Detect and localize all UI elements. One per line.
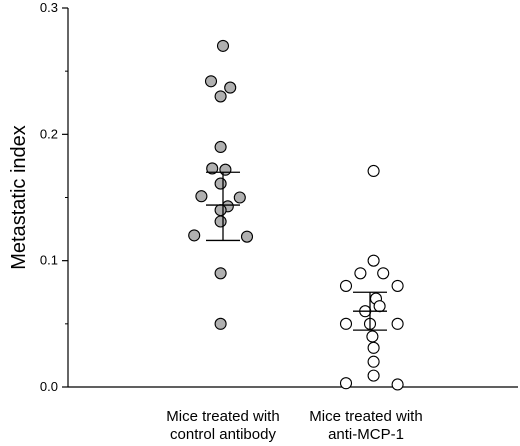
x-category-label: Mice treated with control antibody	[166, 408, 279, 443]
open-data-point	[354, 267, 367, 280]
filled-data-point	[195, 190, 208, 203]
filled-data-point	[216, 39, 230, 52]
open-data-point	[377, 267, 390, 280]
data-points	[188, 39, 404, 391]
y-axis-title: Metastatic index	[8, 125, 30, 270]
open-data-point	[391, 317, 404, 330]
open-data-point	[366, 330, 379, 343]
open-data-point	[391, 279, 404, 292]
x-category-label: Mice treated with anti-MCP-1	[309, 408, 422, 443]
open-data-point	[367, 341, 380, 354]
filled-data-point	[188, 229, 201, 242]
filled-data-point	[233, 191, 246, 204]
filled-data-point	[214, 215, 227, 228]
filled-data-point	[214, 90, 227, 103]
open-data-point	[373, 300, 386, 313]
x-category-label-line: control antibody	[170, 426, 276, 443]
open-data-point	[339, 279, 353, 292]
open-data-point	[391, 378, 404, 391]
filled-data-point	[214, 140, 227, 154]
filled-data-point	[214, 267, 227, 280]
axes	[67, 8, 518, 388]
y-tick-label: 0.0	[40, 379, 58, 394]
filled-data-point	[214, 317, 227, 330]
open-data-point	[339, 377, 353, 390]
y-ticks: 0.0 0.1 0.2 0.3	[40, 0, 68, 394]
filled-data-point	[219, 163, 232, 176]
open-data-point	[367, 254, 380, 267]
open-data-point	[367, 355, 380, 368]
y-tick-label: 0.2	[40, 126, 58, 141]
filled-data-point	[204, 75, 218, 88]
filled-data-point	[206, 162, 219, 175]
filled-data-point	[240, 230, 254, 243]
y-tick-label: 0.3	[40, 0, 58, 15]
open-data-point	[339, 317, 353, 330]
filled-data-point	[214, 204, 227, 217]
x-category-label-line: anti-MCP-1	[328, 426, 404, 443]
filled-data-point	[214, 177, 227, 190]
y-tick-label: 0.1	[40, 253, 58, 268]
open-data-point	[367, 164, 380, 178]
open-data-point	[367, 369, 380, 382]
filled-data-point	[224, 81, 237, 94]
x-category-label-line: Mice treated with	[166, 408, 279, 425]
error-bars	[206, 171, 387, 331]
x-category-label-line: Mice treated with	[309, 408, 422, 425]
